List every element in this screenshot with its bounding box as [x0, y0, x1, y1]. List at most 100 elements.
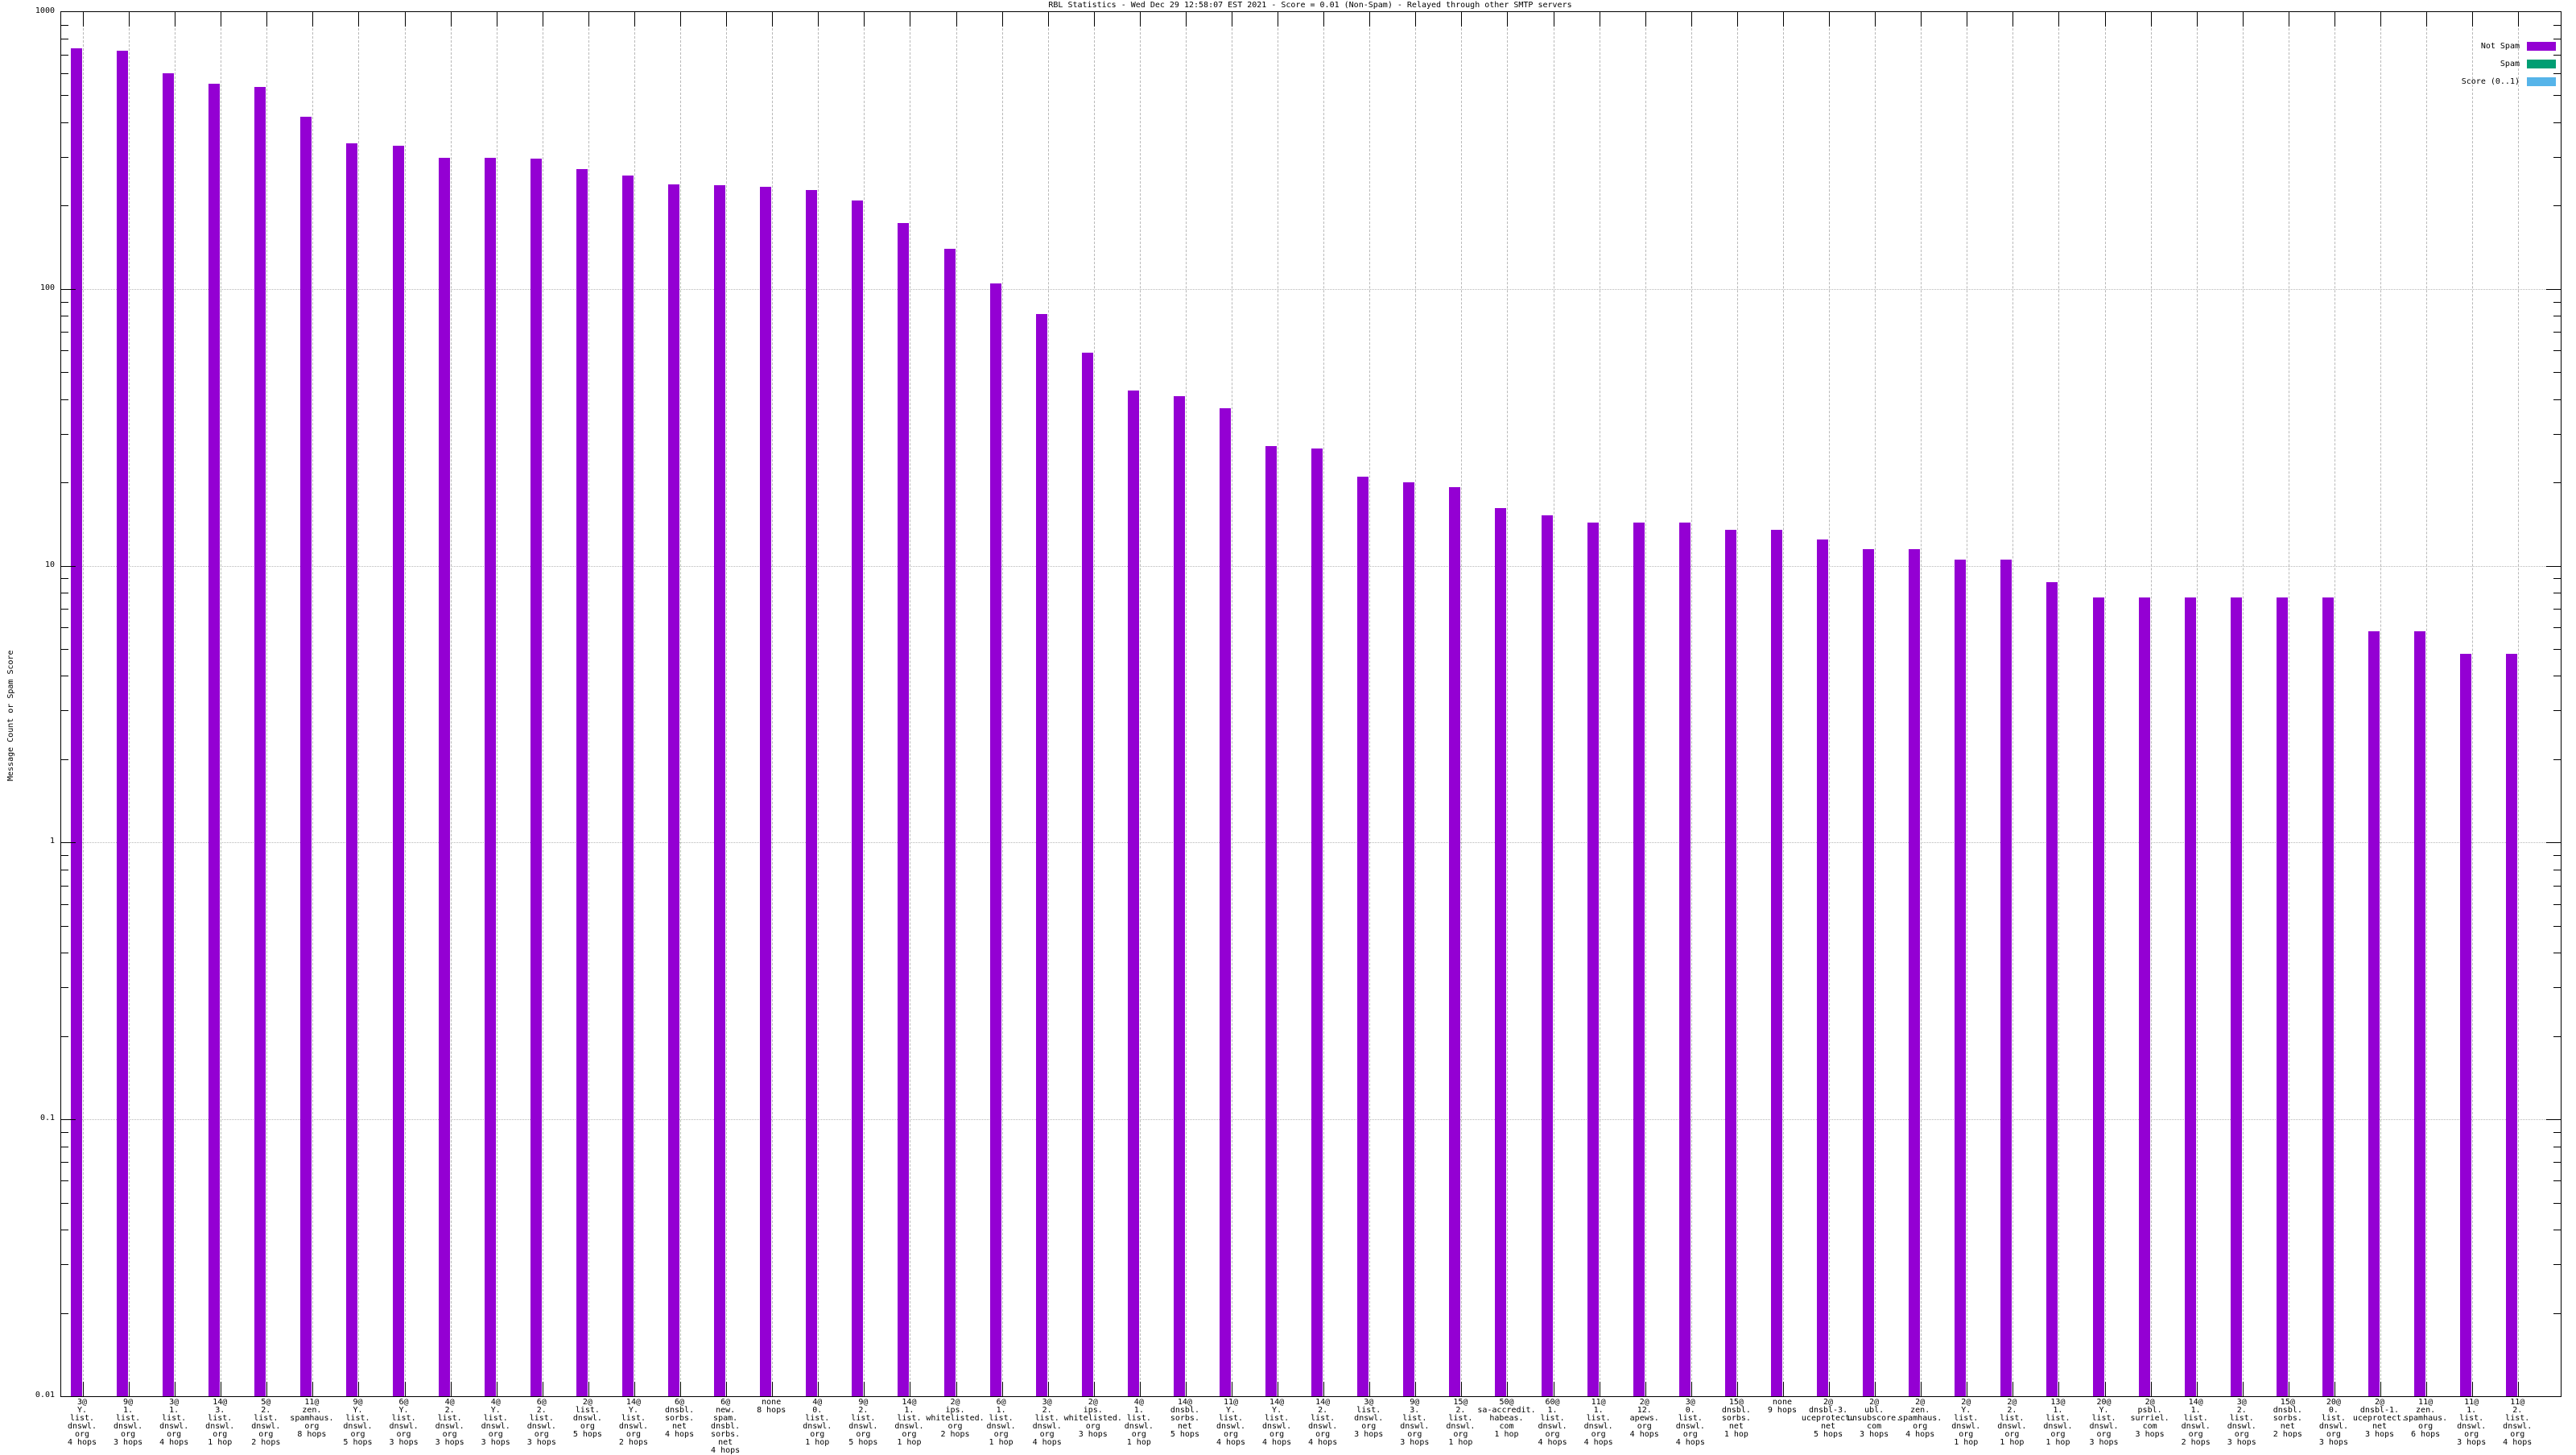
x-tick-label-line: 4 hops	[1583, 1438, 1613, 1447]
x-tick-label-line: 5 hops	[848, 1438, 878, 1447]
x-tick-label-line: list.	[805, 1414, 830, 1423]
bar-not-spam	[1173, 395, 1185, 1396]
x-tick-mark-bottom	[1645, 1382, 1646, 1396]
x-tick-label-line: org	[1453, 1430, 1468, 1439]
x-tick-label: 9@ 2. list. dnswl. org 5 hops	[815, 1399, 911, 1447]
x-tick-label-line: 2.	[2236, 1406, 2247, 1415]
y-minor-tick-right	[2553, 122, 2561, 123]
x-tick-mark-top	[312, 12, 314, 27]
x-tick-label-line: 8 hops	[757, 1406, 786, 1415]
bar-not-spam	[1449, 487, 1461, 1396]
x-tick-label-line: 2 hops	[2273, 1430, 2302, 1439]
x-tick-label-line: dnswl.	[159, 1422, 189, 1431]
x-tick-label-line: 60@	[1545, 1398, 1560, 1407]
x-tick-label-line: 2.	[444, 1406, 455, 1415]
gridline-vertical	[1690, 12, 1692, 1396]
x-tick-label: 6@ 1. list. dnswl. org 1 hop	[953, 1399, 1050, 1447]
x-tick-label: 3@ 0. list. dnswl. org 4 hops	[1642, 1399, 1739, 1447]
y-minor-tick-left	[61, 433, 68, 435]
x-tick-mark-top	[83, 12, 84, 27]
x-tick-label-line: com	[2142, 1422, 2157, 1431]
x-tick-label-line: list.	[529, 1414, 554, 1423]
x-tick-mark-top	[450, 12, 452, 27]
y-minor-tick-right	[2553, 55, 2561, 56]
bar-not-spam	[530, 158, 542, 1396]
bar-not-spam	[1357, 476, 1369, 1396]
x-tick-label-line: list.	[1678, 1414, 1703, 1423]
x-tick-mark-bottom	[634, 1382, 635, 1396]
y-minor-tick-right	[2553, 885, 2561, 887]
x-tick-label-line: habeas.	[1489, 1414, 1524, 1423]
x-tick-label-line: org	[258, 1430, 274, 1439]
x-tick-mark-top	[680, 12, 682, 27]
x-tick-label-line: 2 hops	[940, 1430, 970, 1439]
x-tick-label-line: 2.	[2007, 1406, 2017, 1415]
y-minor-tick-right	[2553, 433, 2561, 435]
x-tick-mark-bottom	[1782, 1382, 1784, 1396]
y-minor-tick-right	[2553, 608, 2561, 610]
x-tick-label-line: 5 hops	[1813, 1430, 1843, 1439]
x-tick-label-line: 3 hops	[526, 1438, 556, 1447]
y-minor-tick-right	[2553, 482, 2561, 484]
gridline-vertical	[634, 12, 635, 1396]
x-tick-label-line: 3@	[1042, 1398, 1052, 1407]
y-tick-label: 1	[49, 837, 55, 846]
x-tick-label-line: org	[1223, 1430, 1239, 1439]
x-tick-label: 14@ 1. list. dnswl. org 1 hop	[861, 1399, 957, 1447]
x-tick-label: 14@ 3. list. dnswl. org 1 hop	[171, 1399, 268, 1447]
x-tick-label-line: 2@	[2145, 1398, 2155, 1407]
gridline-vertical	[680, 12, 682, 1396]
x-tick-mark-top	[588, 12, 589, 27]
x-tick-label-line: 3 hops	[389, 1438, 419, 1447]
x-tick-label-line: dnsbl.	[664, 1406, 695, 1415]
bar-not-spam	[1863, 548, 1875, 1396]
bar-not-spam	[300, 116, 312, 1396]
x-tick-mark-bottom	[1047, 1382, 1049, 1396]
x-tick-label-line: org	[2004, 1430, 2020, 1439]
y-minor-tick-left	[61, 1263, 68, 1265]
x-tick-label-line: 3@	[169, 1398, 180, 1407]
x-tick-label: 6@ Y. list. dnswl. org 3 hops	[356, 1399, 452, 1447]
x-tick-label-line: none	[1772, 1398, 1792, 1407]
x-tick-label-line: 1.	[904, 1406, 914, 1415]
x-tick-label-line: 2@	[1823, 1398, 1834, 1407]
x-tick-label-line: dnswl.	[848, 1422, 878, 1431]
x-tick-label-line: dnsbl.	[711, 1422, 741, 1431]
x-tick-mark-top	[266, 12, 268, 27]
x-tick-label-line: sorbs.	[2273, 1414, 2302, 1423]
gridline-vertical	[2196, 12, 2198, 1396]
y-tick-mark-right	[2546, 288, 2561, 290]
x-tick-label-line: sorbs.	[1170, 1414, 1199, 1423]
bar-not-spam	[1311, 448, 1323, 1396]
x-tick-label-line: 20@	[2096, 1398, 2112, 1407]
x-tick-label-line: 3 hops	[1860, 1430, 1889, 1439]
y-minor-tick-right	[2553, 925, 2561, 927]
x-tick-label: 11@ zen. spamhaus. org 6 hops	[2377, 1399, 2474, 1439]
x-tick-label: none 9 hops	[1734, 1399, 1831, 1415]
x-tick-label-line: 4@	[1133, 1398, 1144, 1407]
x-tick-label-line: 9 hops	[1767, 1406, 1798, 1415]
x-tick-label-line: 2 hops	[2181, 1438, 2211, 1447]
bar-not-spam	[2000, 560, 2013, 1396]
x-tick-label-line: org	[488, 1430, 503, 1439]
gridline-horizontal	[61, 1119, 2561, 1121]
gridline-vertical	[956, 12, 957, 1396]
x-tick-label-line: 3 hops	[2135, 1430, 2165, 1439]
y-minor-tick-right	[2553, 855, 2561, 857]
gridline-horizontal	[61, 565, 2561, 567]
y-tick-mark-left	[61, 565, 76, 567]
x-tick-label-line: 3 hops	[2318, 1438, 2348, 1447]
x-tick-mark-top	[2334, 12, 2335, 27]
x-tick-mark-bottom	[1921, 1382, 1922, 1396]
x-tick-label-line: whitelisted.	[1063, 1414, 1122, 1423]
x-tick-label: 2@ 2. list. dnswl. org 1 hop	[1963, 1399, 2060, 1447]
x-tick-label: 15@ dnsbl. sorbs. net 1 hop	[1688, 1399, 1785, 1439]
x-tick-label-line: 0.	[2328, 1406, 2339, 1415]
legend-item: Score (0..1)	[2462, 72, 2556, 90]
x-tick-label: 3@ 2. list. dnswl. org 3 hops	[2194, 1399, 2290, 1447]
x-tick-label-line: Y.	[353, 1406, 363, 1415]
x-tick-label-line: ips.	[945, 1406, 965, 1415]
x-tick-label-line: 1.	[123, 1406, 134, 1415]
x-tick-label-line: list.	[1540, 1414, 1565, 1423]
bar-not-spam	[2368, 630, 2380, 1396]
